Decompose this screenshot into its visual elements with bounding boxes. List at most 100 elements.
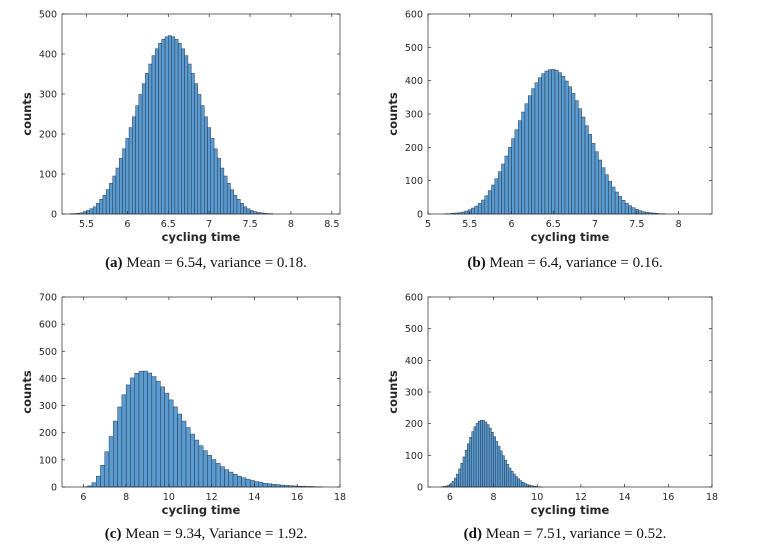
x-tick-label: 12 [206, 492, 218, 503]
x-tick-label: 7 [206, 219, 212, 230]
bar [151, 376, 157, 488]
bar [125, 138, 130, 215]
bar [561, 76, 566, 215]
y-tick-label: 300 [405, 388, 423, 399]
y-tick-label: 600 [39, 320, 57, 331]
bar [487, 190, 492, 215]
bar [135, 105, 140, 215]
bar [198, 445, 204, 488]
bar [453, 477, 457, 488]
bar [151, 55, 156, 215]
bar [223, 175, 228, 215]
bar [271, 484, 277, 488]
x-tick-label: 16 [291, 492, 303, 503]
bar [200, 105, 205, 215]
bar [514, 129, 519, 215]
bar [477, 203, 482, 215]
bar [495, 441, 499, 488]
bar [130, 377, 135, 488]
bar [508, 467, 512, 488]
x-axis-label: cycling time [162, 503, 241, 517]
x-tick-label: 14 [619, 492, 631, 503]
caption-a-text: Mean = 6.54, variance = 0.18. [126, 255, 307, 271]
bar [138, 370, 144, 488]
bar [564, 80, 569, 215]
bar [99, 198, 104, 215]
bar [581, 116, 586, 215]
y-tick-label: 600 [405, 10, 423, 21]
bar [601, 167, 606, 215]
y-tick-label: 100 [39, 455, 57, 466]
bar [484, 195, 489, 215]
bar [493, 436, 496, 488]
bar [119, 158, 123, 215]
bar [207, 455, 212, 488]
bar [102, 194, 107, 215]
bar [125, 384, 131, 488]
bar [608, 181, 612, 215]
caption-a: (a) Mean = 6.54, variance = 0.18. [105, 255, 307, 272]
bar [538, 77, 542, 215]
bar [551, 69, 556, 215]
bar [534, 82, 539, 215]
bar [241, 477, 247, 488]
bar [521, 111, 526, 215]
bar [475, 423, 479, 488]
bar [92, 206, 97, 215]
y-tick-label: 400 [39, 374, 57, 385]
bars-c [83, 370, 324, 488]
bar [190, 433, 195, 488]
bar [86, 210, 91, 215]
bar [548, 69, 552, 215]
y-tick-label: 100 [405, 451, 423, 462]
bar [112, 175, 117, 215]
bar [526, 484, 529, 488]
bar [245, 478, 251, 488]
bar [113, 420, 118, 488]
histogram-a: 5.5 6 6.5 7 7.5 8 8.5 0 100 200 300 400 500 cycling t… [20, 10, 341, 244]
bar [502, 455, 505, 488]
bar [215, 463, 221, 488]
y-tick-label: 300 [405, 110, 423, 121]
bar [507, 147, 512, 215]
x-tick-label: 7.5 [243, 219, 258, 230]
bar [262, 482, 268, 488]
x-tick-label: 16 [662, 492, 674, 503]
y-tick-label: 300 [39, 401, 57, 412]
bar [275, 484, 281, 488]
bar [243, 206, 248, 215]
bar [158, 42, 162, 215]
bar [598, 159, 602, 215]
bar [210, 138, 215, 215]
bar [164, 36, 169, 215]
caption-d: (d) Mean = 7.51, variance = 0.52. [464, 526, 667, 543]
bar [614, 191, 619, 215]
bar [202, 450, 208, 488]
bar [249, 210, 254, 215]
bar [486, 424, 490, 488]
bar [480, 419, 483, 488]
bar [604, 174, 609, 215]
caption-b: (b) Mean = 6.4, variance = 0.16. [467, 255, 662, 272]
x-tick-label: 18 [706, 492, 718, 503]
bar [220, 167, 225, 215]
caption-d-label: (d) [463, 526, 482, 542]
bar [484, 421, 488, 488]
bar [171, 36, 176, 215]
bar [511, 138, 516, 215]
bar [481, 199, 486, 215]
bar [478, 420, 481, 488]
histogram-b: 5 5.5 6 6.5 7 7.5 8 0 100 200 300 400 500 600 cycling … [386, 10, 713, 244]
x-tick-label: 12 [575, 492, 587, 503]
bar [544, 70, 549, 215]
bar [134, 373, 140, 488]
bar [631, 207, 636, 215]
bar [108, 436, 114, 488]
bar [591, 143, 596, 215]
bar [504, 155, 509, 215]
y-tick-label: 200 [39, 130, 57, 141]
bar [491, 431, 494, 488]
x-tick-label: 8.5 [324, 219, 339, 230]
bar [568, 86, 572, 215]
bar [172, 406, 178, 488]
